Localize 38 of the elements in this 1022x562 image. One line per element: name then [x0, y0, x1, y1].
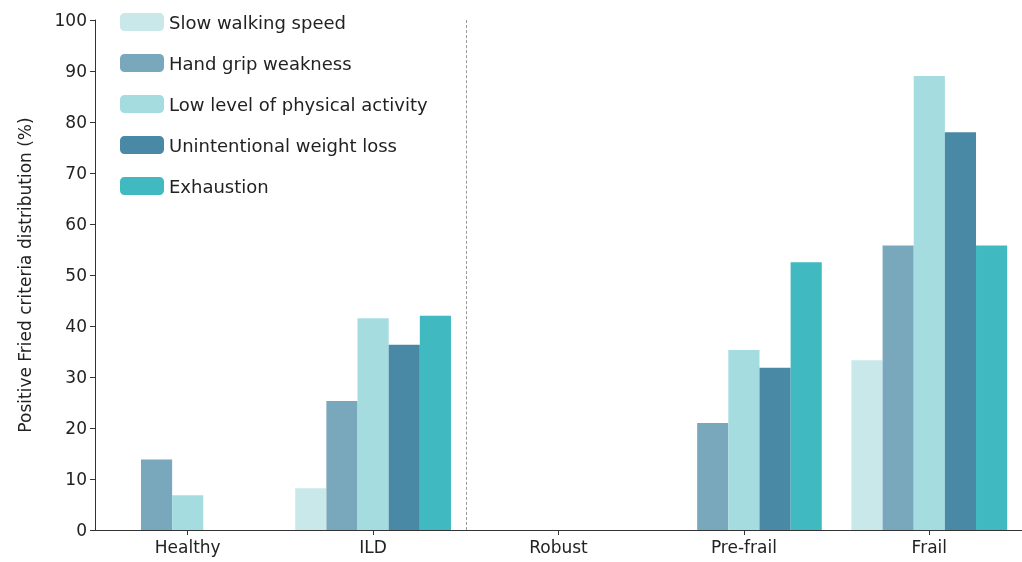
- bar: [172, 495, 204, 530]
- bar: [140, 459, 173, 530]
- y-tick-label: 20: [65, 418, 87, 438]
- y-tick-label: 50: [65, 265, 87, 285]
- bar: [326, 400, 358, 530]
- y-tick-label: 0: [76, 520, 87, 540]
- y-tick-label: 70: [65, 163, 87, 183]
- bar: [697, 422, 729, 530]
- y-tick-label: 100: [54, 10, 87, 30]
- legend-label: Slow walking speed: [169, 11, 346, 33]
- bar: [976, 245, 1008, 530]
- x-tick-label: ILD: [359, 536, 387, 557]
- y-tick-label: 40: [65, 316, 87, 336]
- legend-label: Exhaustion: [169, 175, 269, 197]
- y-tick-label: 80: [65, 112, 87, 132]
- y-tick-label: 90: [65, 61, 87, 81]
- x-tick-label: Robust: [529, 536, 589, 557]
- bar: [944, 132, 977, 530]
- bar: [913, 76, 945, 530]
- y-tick-label: 60: [65, 214, 87, 234]
- bar: [728, 349, 760, 530]
- y-tick-label: 10: [65, 469, 87, 489]
- y-tick-label: 30: [65, 367, 87, 387]
- legend-label: Hand grip weakness: [169, 52, 352, 74]
- bar: [388, 344, 420, 530]
- bar: [851, 360, 883, 530]
- bar: [790, 262, 822, 530]
- bar: [759, 367, 791, 530]
- x-tick-label: Healthy: [154, 536, 221, 557]
- bar: [357, 318, 389, 530]
- x-tick-label: Pre-frail: [710, 536, 777, 557]
- bar: [419, 315, 451, 530]
- bar: [295, 488, 327, 530]
- legend-label: Low level of physical activity: [169, 93, 428, 115]
- legend-label: Unintentional weight loss: [169, 134, 397, 156]
- bar: [882, 245, 914, 530]
- x-tick-label: Frail: [911, 536, 947, 557]
- y-axis-title: Positive Fried criteria distribution (%): [14, 117, 35, 433]
